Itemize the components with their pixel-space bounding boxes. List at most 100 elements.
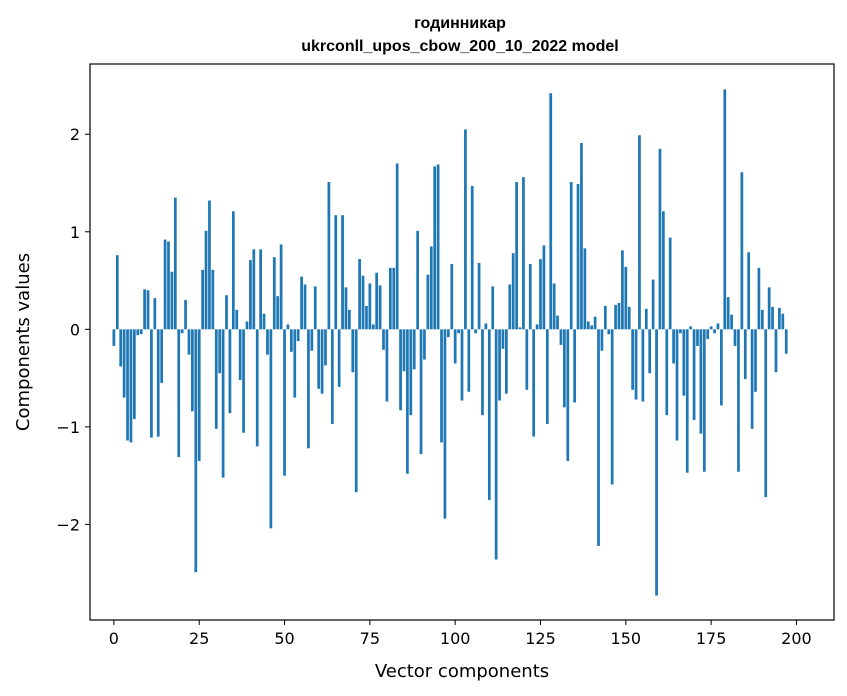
bar — [651, 279, 655, 330]
bar — [115, 255, 119, 330]
bar — [191, 329, 194, 412]
bar — [661, 211, 665, 330]
bar — [208, 200, 211, 330]
bar — [665, 329, 669, 416]
bar — [283, 329, 286, 476]
bar — [692, 329, 696, 421]
bar — [300, 276, 303, 330]
bar — [395, 163, 399, 330]
bar — [334, 215, 338, 330]
bar — [330, 329, 334, 424]
y-tick-label: 0 — [70, 320, 80, 339]
bar — [552, 283, 556, 330]
bar — [180, 329, 184, 334]
bar — [511, 253, 515, 330]
chart-subtitle: ukrconll_upos_cbow_200_10_2022 model — [301, 38, 618, 55]
bar — [382, 329, 385, 350]
bar — [279, 244, 283, 330]
bar — [532, 329, 536, 437]
bar — [443, 329, 447, 519]
bar — [419, 329, 423, 455]
bar — [631, 329, 635, 390]
bar — [231, 211, 235, 330]
x-tick-label: 0 — [109, 629, 119, 648]
bar — [286, 324, 290, 330]
bar — [313, 286, 317, 330]
y-axis-label: Components values — [13, 253, 34, 431]
bar — [296, 329, 300, 342]
bar — [457, 329, 460, 334]
bar — [129, 329, 133, 443]
bar — [211, 269, 215, 330]
bar — [187, 329, 191, 355]
bar — [740, 172, 744, 330]
bar — [214, 329, 218, 429]
bar — [563, 329, 566, 408]
bar — [307, 329, 310, 449]
bar — [781, 313, 785, 330]
bar — [259, 249, 263, 330]
bar — [539, 259, 542, 330]
x-tick-label: 25 — [189, 629, 209, 648]
bar — [586, 321, 590, 330]
bar — [713, 329, 716, 334]
bar — [194, 329, 198, 573]
bar — [385, 329, 389, 402]
bar — [242, 329, 245, 433]
bar — [344, 287, 348, 330]
bar — [460, 329, 464, 401]
bar — [262, 313, 266, 330]
bar — [289, 329, 293, 352]
bar — [272, 257, 276, 330]
bar — [228, 329, 232, 414]
bar — [467, 329, 471, 392]
bar — [699, 329, 703, 434]
bar — [757, 267, 761, 330]
bar — [624, 266, 628, 330]
bar — [143, 289, 146, 330]
bar — [569, 182, 573, 330]
bar — [276, 296, 280, 330]
bar — [303, 284, 307, 330]
bar — [576, 183, 580, 330]
bar — [375, 272, 379, 330]
y-tick-label: 1 — [70, 223, 80, 242]
bar — [528, 263, 532, 330]
bar — [675, 329, 679, 441]
bar — [348, 309, 351, 330]
bar — [119, 329, 123, 367]
bar — [494, 329, 498, 560]
bar — [610, 329, 614, 485]
bar — [747, 252, 751, 330]
bar — [170, 271, 174, 330]
bar — [388, 267, 392, 330]
bar — [566, 329, 570, 461]
bars-group — [112, 89, 788, 596]
bar — [201, 269, 204, 330]
x-axis-ticks: 0 25 50 75 100 125 150 175 200 — [109, 620, 812, 648]
bar — [655, 329, 658, 596]
bar — [593, 316, 597, 330]
bar — [416, 230, 419, 330]
bar — [225, 295, 228, 330]
bar — [600, 329, 604, 351]
bar — [470, 185, 474, 330]
bar — [644, 308, 648, 330]
chart-title: годинникар — [414, 15, 506, 32]
bar — [614, 304, 617, 330]
bar — [184, 300, 187, 330]
bar — [317, 329, 321, 389]
bar — [535, 324, 539, 330]
bar — [365, 305, 368, 330]
bar — [446, 329, 450, 338]
bar — [361, 275, 365, 330]
bar — [412, 329, 416, 370]
bar — [638, 135, 641, 330]
bar — [358, 259, 361, 330]
bar — [218, 329, 222, 374]
bar — [672, 329, 675, 364]
bar — [310, 329, 314, 351]
bar — [351, 329, 355, 373]
bar — [685, 329, 689, 473]
